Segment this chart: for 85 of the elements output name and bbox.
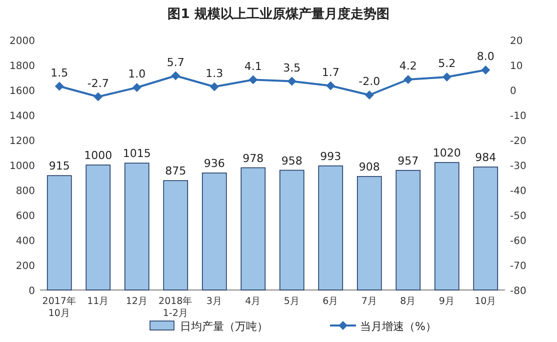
- point: [326, 81, 336, 90]
- y2-tick-label: 10: [510, 61, 523, 72]
- y-tick-label: 1200: [10, 136, 35, 147]
- bar: [86, 164, 111, 290]
- legend-label: 当月增速（%）: [360, 320, 436, 333]
- x-tick-label: 2017年 10月: [42, 295, 76, 319]
- y-tick-label: 1600: [10, 86, 35, 97]
- x-tick-label: 5月: [284, 296, 300, 307]
- bar: [240, 167, 266, 290]
- point: [54, 82, 64, 91]
- bar: [202, 172, 227, 290]
- y2-tick-label: 20: [510, 36, 523, 47]
- data-label: 1.5: [50, 66, 68, 80]
- point: [94, 92, 103, 102]
- data-label: 1000: [84, 149, 112, 162]
- y2-tick-label: -40: [510, 186, 526, 197]
- point: [132, 83, 142, 92]
- y-tick-label: 200: [16, 261, 35, 272]
- x-tick-label: 9月: [438, 296, 455, 307]
- point: [248, 75, 258, 84]
- data-label: -2.0: [358, 75, 380, 88]
- point: [171, 71, 180, 80]
- y2-tick-label: -50: [510, 211, 526, 222]
- x-tick-label: 6月: [322, 296, 339, 307]
- y-tick-label: 1000: [10, 161, 35, 172]
- bar: [356, 176, 382, 290]
- x-tick-label: 10月: [474, 296, 497, 307]
- data-label: 1015: [122, 147, 151, 160]
- data-label: 875: [165, 164, 186, 178]
- data-label: 1.0: [128, 68, 146, 80]
- data-label: 1.3: [206, 66, 224, 80]
- x-tick-label: 12月: [126, 296, 148, 307]
- y-tick-label: 600: [16, 211, 35, 222]
- x-tick-label: 11月: [87, 296, 110, 307]
- data-label: -2.7: [87, 76, 109, 90]
- legend-label: 日均产量（万吨）: [180, 320, 268, 333]
- point: [404, 75, 413, 84]
- data-label: 908: [358, 160, 380, 174]
- point: [364, 90, 374, 100]
- bar: [396, 170, 421, 290]
- data-label: 5.2: [438, 57, 456, 70]
- data-label: 915: [48, 160, 70, 173]
- y-tick-label: 1400: [10, 111, 35, 122]
- y-tick-label: 0: [28, 286, 35, 297]
- data-label: 957: [398, 154, 419, 168]
- bar: [279, 170, 304, 290]
- y-tick-label: 800: [16, 186, 35, 197]
- x-tick-label: 2018年 1-2月: [158, 295, 193, 319]
- bar: [46, 175, 72, 290]
- y-tick-label: 1800: [10, 61, 35, 72]
- data-label: 1020: [432, 146, 461, 160]
- data-label: 1.7: [322, 66, 340, 79]
- x-tick-label: 3月: [206, 296, 222, 307]
- x-tick-label: 8月: [400, 296, 416, 307]
- point: [287, 76, 296, 86]
- bar: [318, 165, 344, 290]
- y2-tick-label: -20: [510, 136, 526, 147]
- data-label: 4.1: [244, 60, 262, 73]
- y-tick-label: 2000: [10, 36, 35, 47]
- y2-tick-label: -10: [510, 111, 526, 122]
- x-tick-label: 7月: [361, 296, 378, 307]
- y-tick-label: 400: [16, 236, 35, 247]
- x-tick-label: 4月: [245, 296, 262, 307]
- data-label: 984: [475, 151, 496, 164]
- data-label: 936: [204, 157, 225, 170]
- data-label: 8.0: [476, 50, 494, 63]
- data-label: 3.5: [283, 61, 301, 74]
- y2-tick-label: -70: [510, 261, 526, 272]
- point: [481, 66, 490, 74]
- bar: [124, 162, 150, 290]
- y2-tick-label: -80: [510, 286, 526, 297]
- bar: [163, 180, 188, 290]
- data-label: 958: [281, 154, 302, 168]
- chart-title: 图1 规模以上工业原煤产量月度走势图: [168, 6, 390, 22]
- y2-tick-label: -60: [510, 236, 526, 247]
- data-label: 5.7: [166, 56, 184, 69]
- point: [210, 82, 219, 92]
- y2-tick-label: -30: [510, 161, 526, 172]
- bar: [473, 166, 498, 290]
- data-label: 978: [242, 152, 264, 165]
- data-label: 4.2: [399, 60, 417, 72]
- bar: [434, 162, 460, 290]
- y2-tick-label: 0: [510, 86, 516, 97]
- data-label: 993: [320, 150, 342, 163]
- point: [442, 72, 452, 82]
